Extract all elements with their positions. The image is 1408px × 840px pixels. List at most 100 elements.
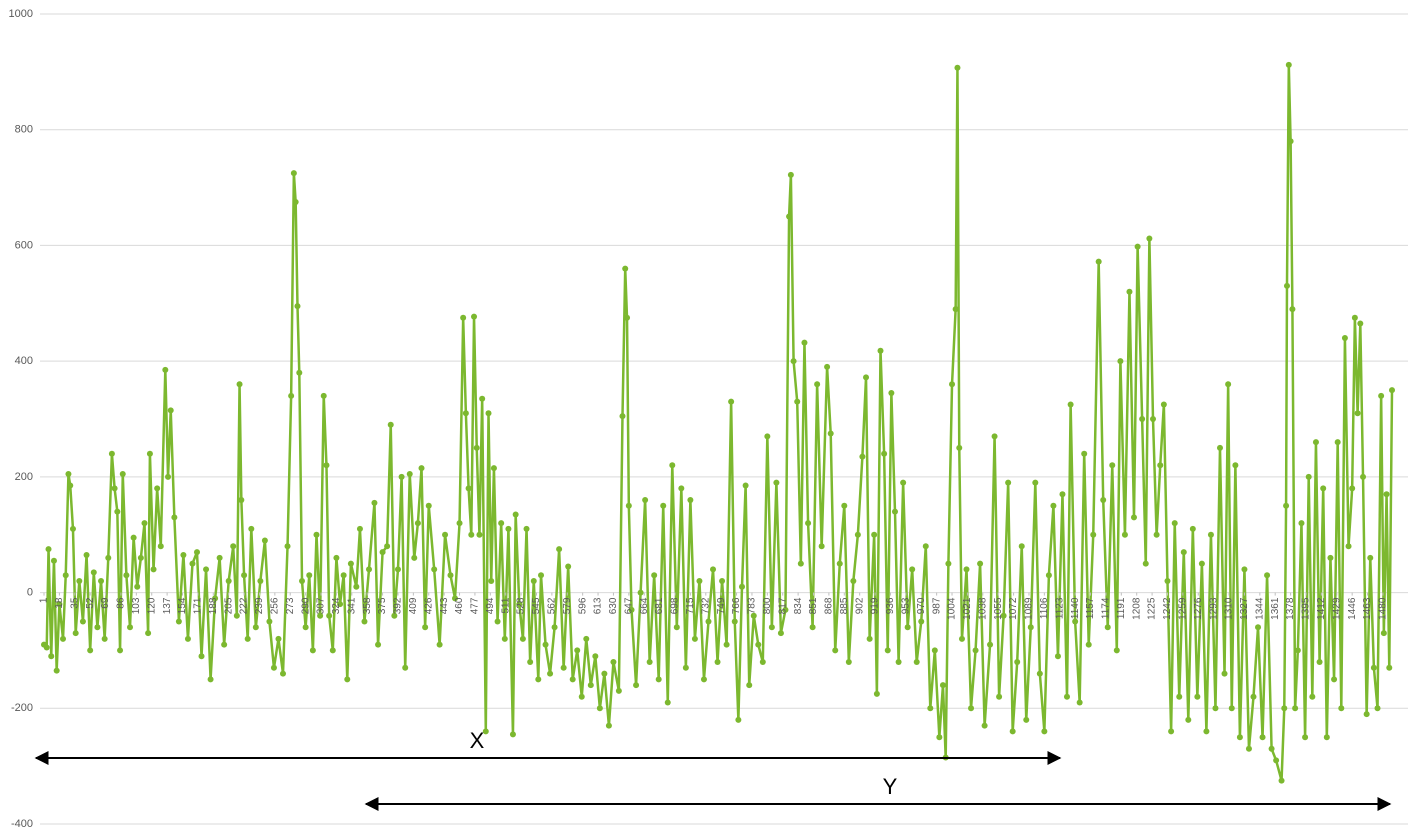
data-point [329,647,336,654]
x-tick-label: 783 [747,597,758,614]
data-point [1338,705,1345,712]
data-point [1351,314,1358,321]
y-tick-label: 0 [27,586,33,598]
data-point [340,572,347,579]
data-point [818,543,825,550]
data-point [691,635,698,642]
data-point [854,531,861,538]
data-point [1185,716,1192,723]
data-point [637,589,644,596]
x-tick-label: 1055 [993,597,1004,620]
data-point [927,705,934,712]
data-point [387,421,394,428]
data-point [891,508,898,515]
data-point [1316,659,1323,665]
data-point [1121,531,1128,538]
data-point [94,624,101,631]
data-point [69,525,76,532]
data-point [1241,566,1248,573]
data-point [391,612,398,619]
data-point [1309,693,1316,700]
x-tick-label: 511 [500,597,511,613]
x-tick-label: 222 [239,597,250,614]
data-point [1027,624,1034,631]
data-point [238,497,245,503]
data-point [406,470,413,477]
x-tick-label: 341 [346,597,357,614]
annotation: X [470,728,485,753]
data-point [1386,664,1393,671]
data-point [1036,670,1043,677]
data-point [505,525,512,532]
data-point [275,635,282,642]
data-point [859,453,866,460]
x-tick-label: 817 [777,597,788,614]
data-point [456,520,463,527]
data-point [465,485,472,492]
series-line [43,63,1394,782]
data-point [1180,549,1187,556]
x-tick-label: 460 [454,597,465,614]
data-point [1176,693,1183,700]
y-tick-label: 800 [15,124,33,136]
data-point [1221,670,1228,677]
x-tick-label: 52 [85,597,96,609]
data-point [628,606,635,613]
data-point [394,566,401,573]
data-point [1216,444,1223,451]
x-tick-label: 919 [870,597,881,614]
data-point [1113,647,1120,654]
data-point [1109,462,1116,469]
data-point [669,462,676,469]
x-tick-label: 1480 [1378,597,1389,620]
data-point [759,659,766,665]
data-point [236,381,243,388]
data-point [881,450,888,457]
data-point [700,676,707,683]
x-tick-label: 1021 [962,597,973,620]
data-point [270,664,277,671]
x-tick-label: 477 [470,597,481,614]
data-point [1090,531,1097,538]
data-point [1259,734,1266,741]
data-point [123,572,130,579]
data-point [1054,653,1061,660]
data-point [1320,485,1327,492]
data-point [738,583,745,590]
data-point [1302,734,1309,741]
data-point [43,644,50,651]
data-point [479,395,486,402]
data-point [1081,450,1088,457]
data-point [431,566,438,573]
data-point [523,525,530,532]
data-point [527,659,534,665]
y-tick-label: -200 [11,702,33,714]
data-point [290,170,297,177]
data-point [337,601,344,608]
data-point [1298,520,1305,527]
x-tick-label: 392 [393,597,404,614]
x-tick-label: 1293 [1208,597,1219,620]
data-point [1305,473,1312,480]
data-point [1370,664,1377,671]
data-point [583,635,590,642]
data-point [76,578,83,584]
data-point [742,482,749,489]
data-point [127,624,134,631]
data-point [578,693,585,700]
x-tick-label: 1106 [1039,597,1050,619]
data-point [660,502,667,509]
data-point [768,624,775,631]
data-point [777,630,784,637]
data-point [1245,745,1252,752]
data-point [1268,745,1275,752]
data-point [1312,439,1319,446]
x-tick-label: 1174 [1101,597,1112,619]
data-point [53,667,60,674]
data-point [157,543,164,550]
x-tick-label: 205 [223,597,234,614]
data-point [1085,641,1092,648]
y-tick-label: 200 [15,471,33,483]
data-point [72,630,79,637]
